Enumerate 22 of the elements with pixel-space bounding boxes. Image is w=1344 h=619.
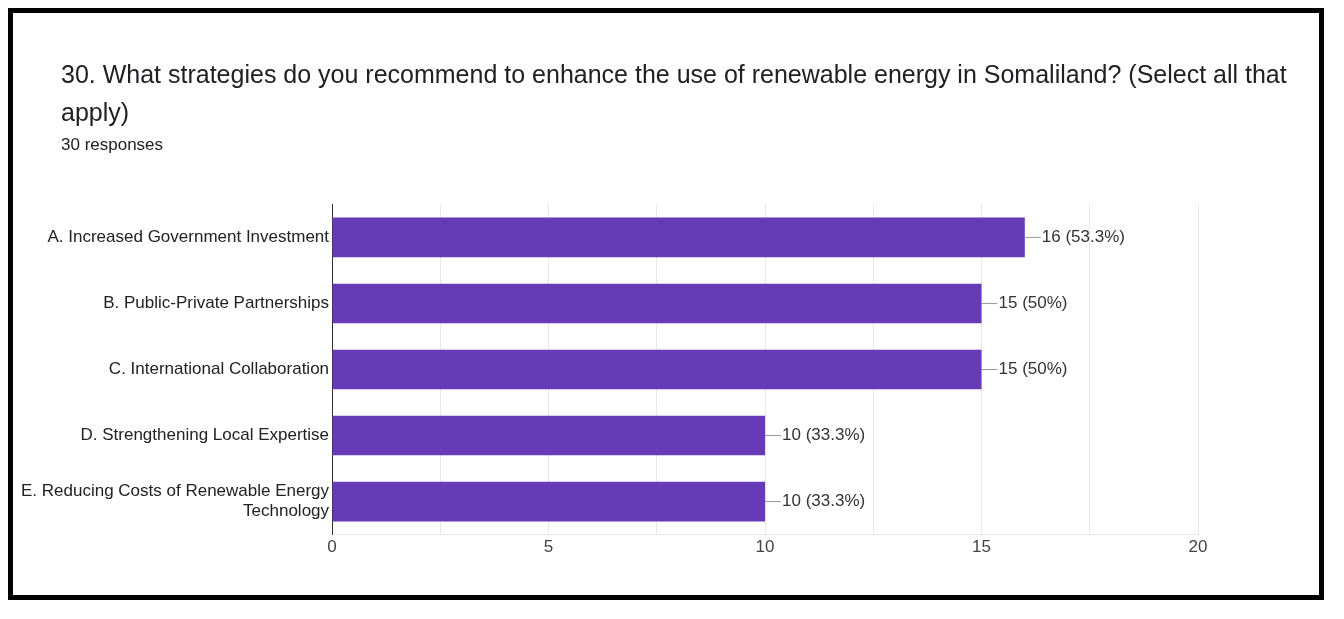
x-tick-label: 10	[755, 537, 775, 557]
bar	[332, 283, 982, 324]
data-label: 16 (53.3%)	[1041, 227, 1125, 247]
bar	[332, 415, 766, 456]
x-tick-label: 5	[543, 537, 554, 557]
y-tick-label: A. Increased Government Investment	[47, 227, 330, 247]
y-tick-label: D. Strengthening Local Expertise	[80, 425, 330, 445]
x-tick-label: 0	[327, 537, 337, 557]
data-label: 10 (33.3%)	[782, 491, 866, 511]
bar	[332, 217, 1025, 258]
y-tick-label: E. Reducing Costs of Renewable Energy Technology	[21, 481, 330, 521]
bar	[332, 349, 982, 390]
x-tick-label: 20	[1188, 537, 1208, 557]
data-label: 15 (50%)	[998, 359, 1068, 379]
y-tick-label: B. Public-Private Partnerships	[103, 293, 330, 313]
text: 30 responses	[61, 135, 164, 155]
x-tick-label: 15	[972, 537, 991, 557]
data-label: 10 (33.3%)	[782, 425, 866, 445]
data-label: 15 (50%)	[998, 293, 1068, 313]
y-tick-label: C. International Collaboration	[108, 359, 330, 379]
bar	[332, 481, 766, 522]
chart-title: 30. What strategies do you recommend to enhance the use of renewable energy in Somaliland? (Select all that apply)	[61, 59, 1288, 128]
